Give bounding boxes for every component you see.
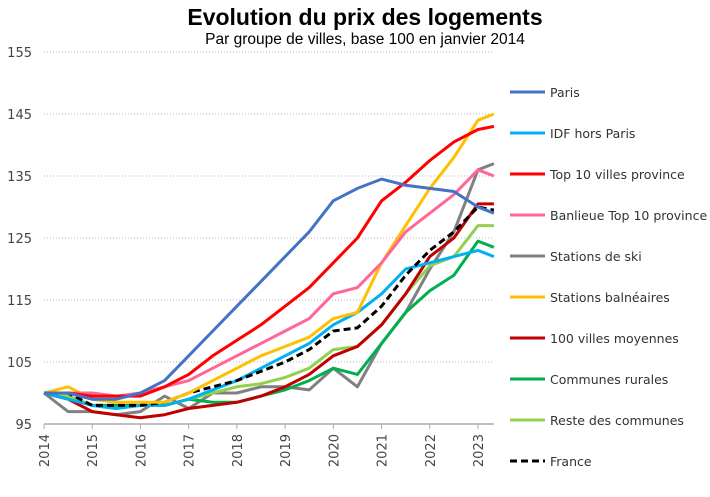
x-tick-label: 2022 [424,434,439,467]
x-tick-label: 2014 [38,434,53,467]
legend-label: Stations balnéaires [550,290,670,305]
x-tick-label: 2023 [472,434,487,467]
legend-label: IDF hors Paris [550,126,635,141]
series-line-idf-hors-paris [43,248,495,410]
legend-label: Paris [550,85,580,100]
y-tick-label: 125 [7,232,32,247]
y-tick-label: 135 [7,170,32,185]
y-tick-label: 155 [7,46,32,61]
y-tick-label: 95 [15,418,32,433]
legend-label: France [550,454,592,469]
series-line-top-10-villes-province [44,124,495,398]
x-tick-label: 2019 [279,434,294,467]
legend-label: Top 10 villes province [549,167,685,182]
y-tick-label: 115 [7,294,32,309]
series-line-paris [44,177,495,401]
x-tick-label: 2020 [327,434,342,467]
legend-label: Reste des communes [550,413,684,428]
legend-label: Banlieue Top 10 province [550,208,707,223]
x-tick-label: 2017 [183,434,198,467]
x-tick-label: 2016 [134,434,149,467]
x-tick-label: 2015 [86,434,101,467]
legend-label: Communes rurales [550,372,668,387]
x-tick-label: 2021 [376,434,391,467]
x-tick-label: 2018 [231,434,246,467]
chart-title: Evolution du prix des logements [187,4,543,30]
y-tick-label: 145 [7,108,32,123]
series-line-stations-baln-aires [43,112,495,404]
series-line-france [44,205,495,407]
legend-label: 100 villes moyennes [550,331,679,346]
y-tick-label: 105 [7,356,32,371]
series-line-stations-de-ski [43,162,495,417]
legend-label: Stations de ski [550,249,642,264]
chart-subtitle: Par groupe de villes, base 100 en janvie… [205,31,525,48]
series-line-banlieue-top-10-province [44,168,495,398]
